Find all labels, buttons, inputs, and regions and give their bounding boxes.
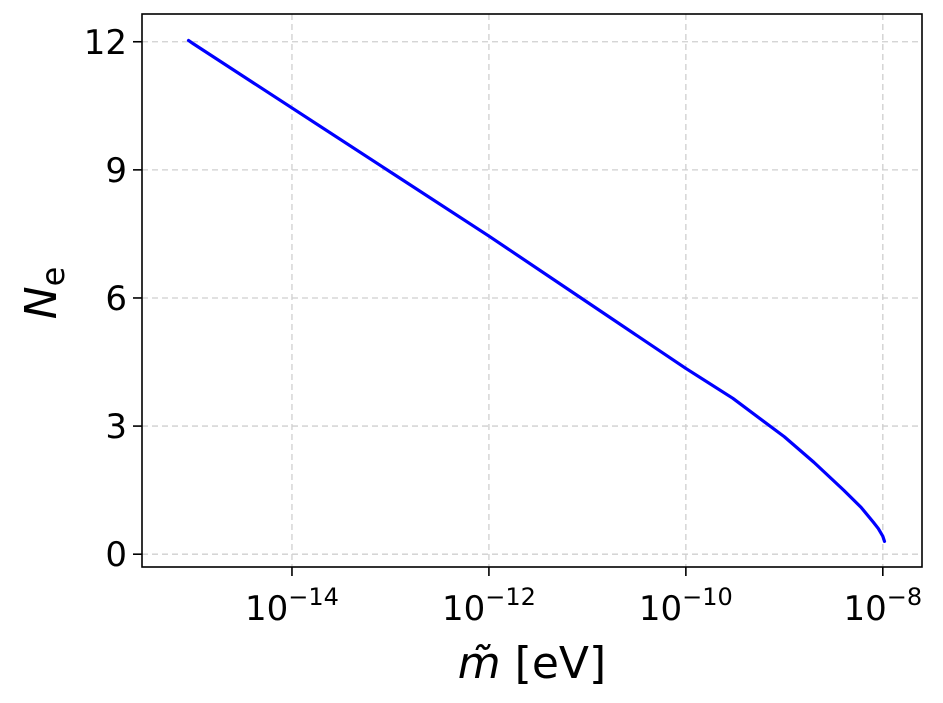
y-tick-label: 0 — [105, 535, 127, 575]
y-tick-label: 9 — [105, 151, 127, 191]
x-tick-label: 10−10 — [639, 583, 733, 629]
grid — [142, 14, 922, 567]
series-line — [186, 38, 887, 543]
plot-frame — [141, 13, 923, 568]
x-tick-label: 10−12 — [442, 583, 536, 629]
y-tick-label: 3 — [105, 407, 127, 447]
x-tick-label: 10−8 — [843, 583, 922, 629]
ticks: 10−14 10−12 10−10 10−8 0 3 6 9 12 — [84, 23, 922, 629]
y-axis-label: Ne — [16, 267, 72, 320]
x-tick-label: 10−14 — [245, 583, 339, 629]
y-tick-label: 12 — [84, 23, 127, 63]
y-tick-label: 6 — [105, 279, 127, 319]
series — [186, 38, 887, 543]
x-axis-label: m̃ [eV] — [458, 638, 606, 689]
